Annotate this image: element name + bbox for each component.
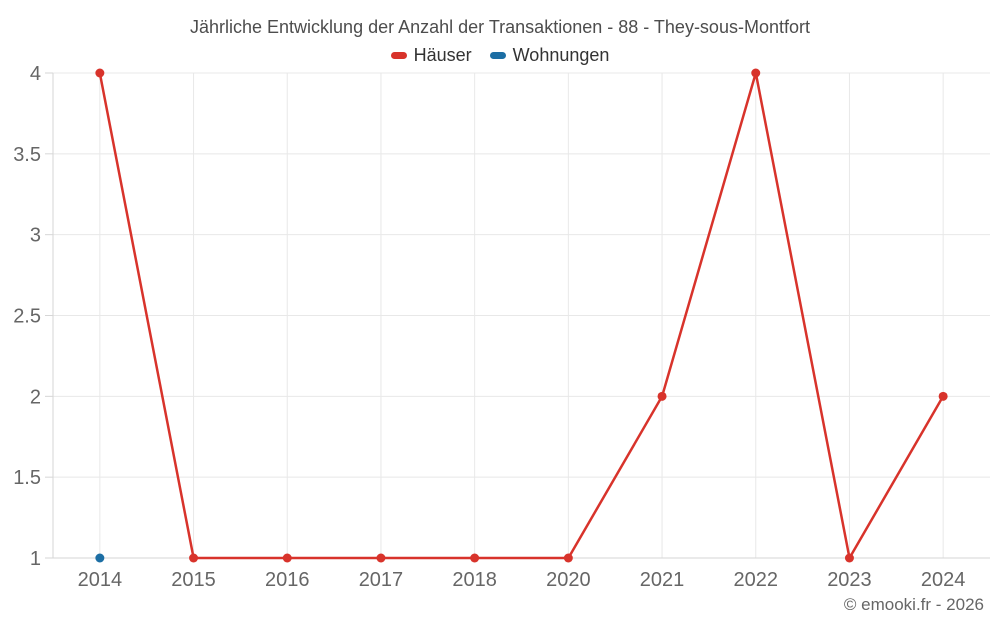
data-point-häuser [189,553,199,563]
data-point-häuser [376,553,386,563]
data-point-häuser [95,68,105,78]
data-point-wohnungen [95,553,105,563]
x-axis-label: 2017 [359,569,404,591]
x-axis-label: 2014 [78,569,123,591]
y-axis-label: 3 [30,225,41,247]
legend-label-wohnungen: Wohnungen [512,45,610,65]
data-point-häuser [563,553,573,563]
x-axis-label: 2018 [452,569,497,591]
legend: Häuser Wohnungen [0,44,1000,66]
data-point-häuser [751,68,761,78]
data-point-häuser [282,553,292,563]
y-axis-label: 1.5 [13,467,41,489]
legend-item-wohnungen[interactable]: Wohnungen [489,44,610,66]
x-axis-label: 2023 [827,569,872,591]
data-point-häuser [844,553,854,563]
y-axis-label: 3.5 [13,144,41,166]
data-point-häuser [470,553,480,563]
legend-label-haeuser: Häuser [413,45,472,65]
data-point-häuser [938,391,948,401]
x-axis-label: 2024 [921,569,966,591]
y-axis-label: 4 [30,63,41,85]
series-line-häuser [98,71,945,560]
y-axis-label: 2.5 [13,306,41,328]
x-axis-label: 2016 [265,569,310,591]
y-axis-label: 1 [30,548,41,570]
legend-swatch-haeuser-icon [390,51,407,59]
y-axis-label: 2 [30,386,41,408]
x-axis-label: 2021 [640,569,685,591]
x-axis-label: 2022 [734,569,779,591]
legend-swatch-wohnungen-icon [489,51,506,59]
watermark: © emooki.fr - 2026 [843,595,984,614]
legend-item-haeuser[interactable]: Häuser [390,44,472,66]
x-axis-label: 2020 [546,569,591,591]
x-axis-label: 2015 [171,569,216,591]
data-point-häuser [657,391,667,401]
chart-title: Jährliche Entwicklung der Anzahl der Tra… [190,17,810,37]
